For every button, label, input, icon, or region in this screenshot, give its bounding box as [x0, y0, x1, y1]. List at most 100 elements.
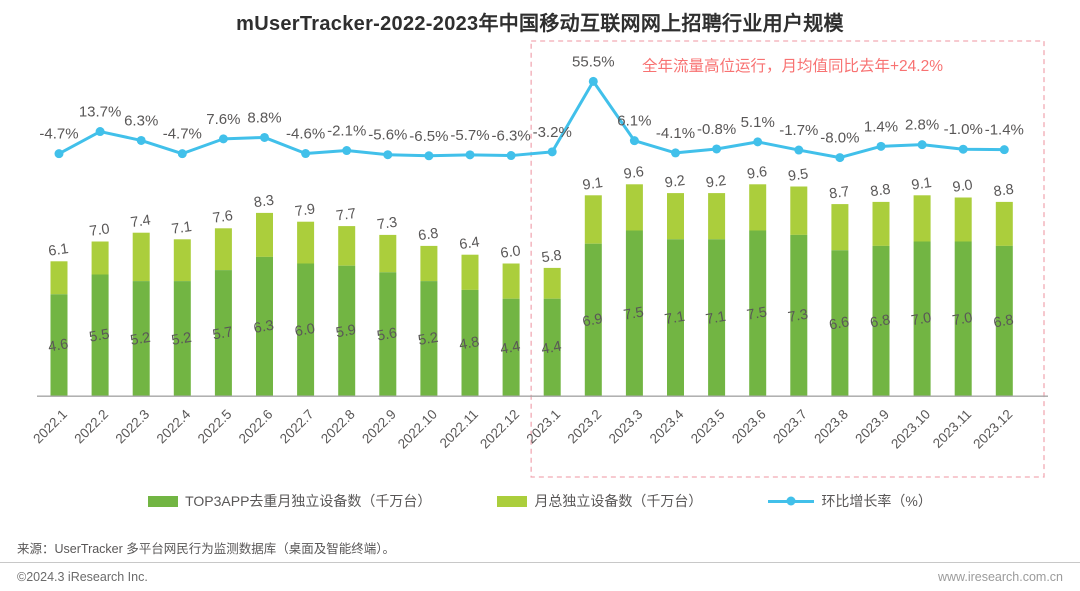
x-tick-label: 2022.6	[236, 407, 276, 447]
growth-label: 5.1%	[741, 114, 775, 131]
bar-total-segment	[256, 212, 273, 257]
growth-label: -1.7%	[779, 122, 818, 139]
bar-top3-label: 6.0	[294, 321, 317, 340]
growth-point	[958, 144, 968, 154]
bar-total-segment	[584, 195, 602, 244]
x-tick-label: 2022.9	[359, 407, 399, 447]
bar-total-segment	[749, 184, 767, 231]
bar-top3-label: 4.6	[47, 336, 70, 355]
bar-total-segment	[708, 193, 726, 240]
bar-total-segment	[214, 228, 232, 271]
bar-top3-segment	[214, 270, 232, 396]
footer-divider	[0, 562, 1080, 563]
bar-total-segment	[338, 226, 356, 266]
bar-total-label: 7.1	[171, 219, 193, 238]
annotation-box	[530, 40, 1045, 478]
x-tick-label: 2022.12	[477, 407, 522, 452]
growth-point	[383, 150, 393, 160]
bar-total-label: 9.2	[664, 173, 686, 192]
growth-point	[342, 146, 352, 156]
bar-top3-segment	[913, 241, 931, 396]
x-tick-label: 2022.7	[277, 407, 317, 447]
growth-line	[57, 79, 1006, 160]
bar-total-label: 7.9	[294, 201, 316, 220]
growth-point	[54, 149, 64, 159]
growth-point	[917, 140, 927, 150]
x-tick-label: 2022.8	[318, 407, 358, 447]
bar-top3-segment	[461, 289, 479, 396]
bar-total-label: 8.3	[253, 193, 275, 212]
bar-total-label: 6.8	[417, 226, 439, 245]
bar-total-label: 9.1	[582, 175, 604, 194]
x-tick-label: 2022.11	[437, 407, 481, 451]
bar-top3-segment	[625, 230, 643, 396]
bar-top3-label: 5.7	[211, 324, 234, 343]
bar-total-segment	[379, 234, 397, 273]
growth-label: -2.1%	[327, 123, 366, 140]
growth-point	[424, 151, 434, 161]
bar-top3-segment	[297, 263, 315, 396]
x-tick-label: 2023.6	[729, 407, 769, 447]
bar-top3-label: 7.1	[663, 309, 686, 328]
legend-item-top3: TOP3APP去重月独立设备数（千万台）	[148, 491, 431, 511]
growth-label: -4.1%	[656, 125, 695, 142]
bar-top3-label: 6.6	[828, 314, 851, 333]
bar-total-label: 5.8	[541, 248, 563, 267]
bar-total-label: 7.4	[130, 212, 152, 231]
growth-point	[629, 136, 639, 146]
growth-label: 2.8%	[905, 117, 939, 134]
x-tick-label: 2023.4	[647, 406, 687, 446]
bar-top3-segment	[831, 250, 849, 396]
growth-label: -6.3%	[492, 128, 531, 145]
x-tick-label: 2023.7	[770, 407, 810, 447]
growth-point	[301, 149, 311, 159]
x-tick-label: 2022.10	[395, 407, 440, 452]
bar-top3-segment	[749, 230, 767, 396]
legend-label-top3: TOP3APP去重月独立设备数（千万台）	[185, 493, 432, 509]
bar-total-segment	[502, 263, 520, 299]
bar-top3-segment	[667, 239, 684, 396]
x-tick-label: 2022.2	[71, 407, 111, 447]
bar-top3-label: 6.8	[869, 312, 892, 331]
growth-point	[794, 145, 804, 155]
x-tick-label: 2023.1	[524, 407, 564, 447]
bar-top3-segment	[584, 243, 602, 396]
total-bar-swatch-icon	[497, 495, 528, 507]
bar-top3-segment	[954, 241, 972, 396]
bar-top3-label: 7.3	[787, 307, 810, 326]
growth-label: -8.0%	[820, 130, 859, 147]
bar-total-label: 6.1	[47, 241, 69, 260]
bar-total-segment	[625, 184, 643, 231]
bar-total-label: 9.6	[746, 164, 768, 183]
bar-top3-segment	[173, 281, 191, 396]
growth-label: 55.5%	[572, 53, 615, 70]
annotation-text: 全年流量高位运行，月均值同比去年+24.2%	[642, 57, 943, 75]
x-tick-label: 2023.11	[930, 407, 974, 451]
growth-point	[177, 149, 187, 159]
bar-top3-label: 5.2	[170, 330, 193, 349]
bar-top3-label: 6.9	[581, 311, 604, 330]
bar-total-label: 8.8	[993, 182, 1015, 201]
growth-point	[465, 150, 475, 160]
x-tick-label: 2022.1	[30, 407, 70, 447]
bar-total-segment	[995, 201, 1013, 246]
bar-top3-label: 4.4	[499, 339, 522, 358]
x-tick-label: 2023.10	[888, 407, 933, 452]
growth-label: -6.5%	[409, 128, 448, 145]
bar-top3-segment	[543, 298, 561, 396]
x-tick-label: 2023.12	[970, 407, 1015, 452]
x-tick-label: 2023.2	[565, 407, 605, 447]
x-tick-label: 2023.8	[811, 407, 851, 447]
x-tick-label: 2023.9	[852, 407, 892, 447]
growth-point	[136, 135, 146, 145]
copyright-text: ©2024.3 iResearch Inc.	[17, 570, 148, 584]
bar-total-label: 9.0	[952, 177, 974, 196]
growth-label: -5.7%	[450, 127, 489, 144]
growth-dot-icon	[786, 496, 796, 506]
bar-top3-label: 4.8	[458, 334, 481, 353]
bar-total-segment	[173, 239, 191, 282]
bar-top3-label: 7.5	[746, 304, 769, 323]
bar-top3-segment	[502, 298, 520, 396]
bar-total-segment	[420, 245, 438, 282]
growth-point	[588, 76, 598, 86]
